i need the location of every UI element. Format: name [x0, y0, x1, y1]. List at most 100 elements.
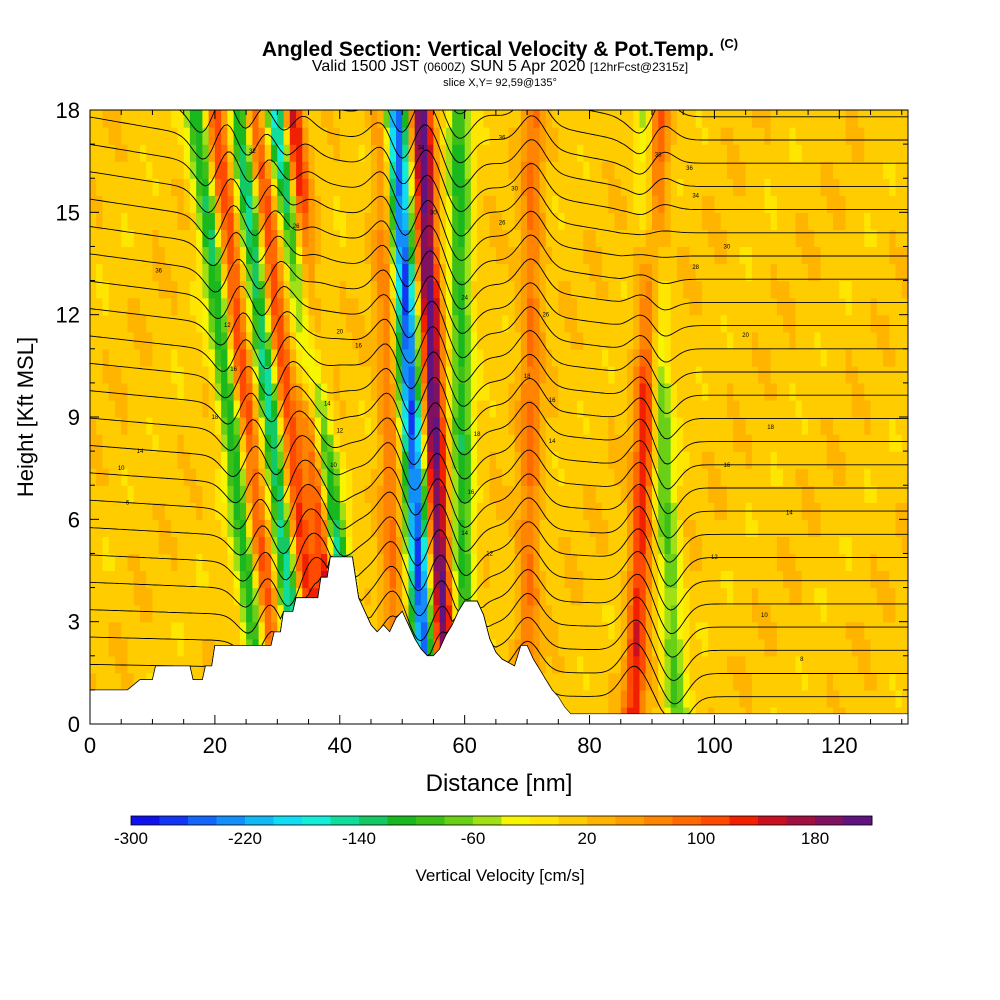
- velocity-cell: [720, 655, 728, 674]
- velocity-cell: [627, 434, 634, 452]
- velocity-cell: [439, 570, 447, 589]
- velocity-cell: [383, 365, 391, 384]
- velocity-cell: [801, 570, 809, 589]
- velocity-cell: [277, 144, 285, 162]
- velocity-cell: [639, 655, 647, 674]
- velocity-cell: [333, 519, 341, 537]
- velocity-cell: [302, 365, 310, 384]
- velocity-cell: [271, 144, 278, 162]
- velocity-cell: [164, 399, 172, 418]
- velocity-cell: [876, 451, 884, 469]
- velocity-cell: [858, 280, 865, 299]
- velocity-cell: [233, 519, 241, 537]
- velocity-cell: [820, 348, 828, 367]
- velocity-cell: [508, 229, 516, 248]
- velocity-cell: [252, 314, 260, 333]
- velocity-cell: [758, 399, 765, 418]
- velocity-cell: [614, 655, 622, 674]
- velocity-cell: [726, 127, 734, 145]
- velocity-cell: [808, 672, 815, 691]
- velocity-cell: [158, 263, 166, 282]
- velocity-cell: [614, 536, 622, 555]
- velocity-cell: [371, 348, 378, 367]
- velocity-cell: [726, 144, 734, 162]
- velocity-cell: [171, 263, 178, 282]
- velocity-cell: [483, 263, 491, 282]
- velocity-cell: [614, 451, 622, 469]
- velocity-cell: [108, 468, 116, 486]
- velocity-cell: [115, 144, 122, 162]
- velocity-cell: [708, 672, 715, 691]
- velocity-cell: [470, 451, 478, 469]
- velocity-cell: [758, 348, 765, 367]
- velocity-cell: [570, 485, 578, 503]
- velocity-cell: [745, 331, 753, 350]
- velocity-cell: [214, 382, 222, 401]
- velocity-cell: [570, 399, 578, 418]
- velocity-cell: [258, 212, 266, 230]
- velocity-cell: [570, 161, 578, 179]
- velocity-cell: [233, 314, 241, 333]
- velocity-cell: [670, 570, 678, 589]
- velocity-cell: [608, 502, 616, 520]
- velocity-cell: [602, 212, 609, 230]
- velocity-cell: [570, 638, 578, 657]
- velocity-cell: [645, 212, 653, 230]
- velocity-cell: [708, 280, 715, 299]
- velocity-cell: [445, 331, 453, 350]
- velocity-cell: [627, 144, 634, 162]
- velocity-cell: [358, 195, 366, 213]
- velocity-cell: [183, 536, 191, 555]
- velocity-cell: [383, 536, 391, 555]
- velocity-cell: [352, 110, 360, 128]
- velocity-cell: [183, 553, 191, 572]
- velocity-cell: [652, 399, 659, 418]
- velocity-cell: [271, 502, 278, 520]
- velocity-cell: [776, 229, 784, 248]
- velocity-cell: [402, 127, 409, 145]
- velocity-cell: [214, 178, 222, 196]
- velocity-cell: [439, 161, 447, 179]
- velocity-cell: [445, 263, 453, 282]
- velocity-cell: [364, 195, 372, 213]
- velocity-cell: [108, 519, 116, 537]
- velocity-cell: [296, 195, 303, 213]
- velocity-cell: [733, 587, 740, 606]
- velocity-cell: [302, 195, 310, 213]
- velocity-cell: [508, 331, 516, 350]
- velocity-cell: [433, 280, 441, 299]
- velocity-cell: [739, 144, 747, 162]
- velocity-cell: [751, 638, 759, 657]
- velocity-cell: [452, 519, 459, 537]
- velocity-cell: [402, 263, 409, 282]
- velocity-cell: [90, 212, 97, 230]
- velocity-cell: [445, 587, 453, 606]
- velocity-cell: [477, 553, 484, 572]
- velocity-cell: [858, 519, 865, 537]
- velocity-cell: [102, 263, 110, 282]
- velocity-cell: [689, 587, 697, 606]
- velocity-cell: [377, 553, 384, 572]
- velocity-cell: [514, 297, 522, 316]
- velocity-cell: [177, 468, 185, 486]
- velocity-cell: [196, 246, 203, 265]
- velocity-cell: [564, 689, 572, 708]
- velocity-cell: [858, 638, 865, 657]
- velocity-cell: [371, 587, 378, 606]
- velocity-cell: [146, 110, 153, 128]
- velocity-cell: [196, 382, 203, 401]
- velocity-cell: [677, 434, 684, 452]
- velocity-cell: [552, 229, 559, 248]
- velocity-cell: [171, 451, 178, 469]
- velocity-cell: [514, 127, 522, 145]
- velocity-cell: [764, 417, 772, 435]
- velocity-cell: [470, 263, 478, 282]
- velocity-cell: [277, 178, 285, 196]
- velocity-cell: [514, 246, 522, 265]
- velocity-cell: [833, 399, 840, 418]
- velocity-cell: [670, 263, 678, 282]
- colorbar-swatch: [815, 816, 844, 825]
- velocity-cell: [783, 536, 790, 555]
- velocity-cell: [739, 212, 747, 230]
- velocity-cell: [783, 365, 790, 384]
